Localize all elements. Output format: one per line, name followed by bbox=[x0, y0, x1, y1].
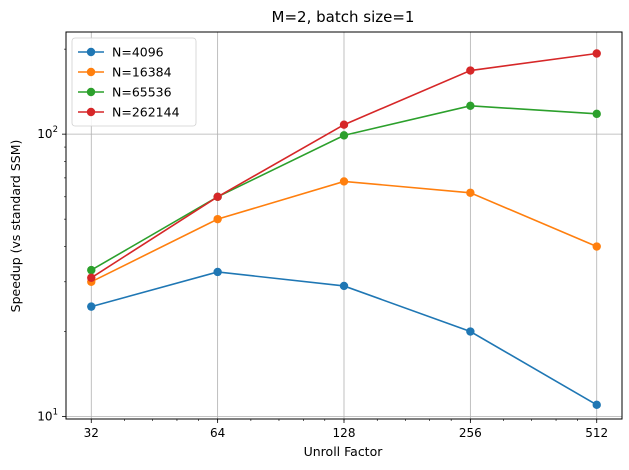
y-tick-label: 101 bbox=[37, 408, 58, 424]
data-point bbox=[213, 214, 222, 224]
x-axis-ticks: 32 64 128 256 512 bbox=[84, 419, 608, 440]
y-axis-label: Speedup (vs standard SSM) bbox=[8, 140, 23, 313]
data-point bbox=[87, 265, 96, 275]
legend-item: N=4096 bbox=[78, 45, 164, 60]
y-axis-ticks: 101 102 bbox=[37, 48, 66, 424]
data-point bbox=[213, 267, 222, 277]
legend-label: N=262144 bbox=[112, 105, 180, 120]
x-axis-label: Unroll Factor bbox=[304, 444, 384, 459]
legend-marker bbox=[86, 67, 96, 77]
legend-item: N=262144 bbox=[78, 105, 180, 120]
data-point bbox=[466, 101, 475, 111]
legend-label: N=16384 bbox=[112, 65, 172, 80]
series-0 bbox=[87, 267, 601, 410]
legend-item: N=65536 bbox=[78, 85, 172, 100]
legend-marker bbox=[86, 47, 96, 57]
x-tick-label: 64 bbox=[210, 426, 225, 440]
data-point bbox=[213, 192, 222, 201]
legend-label: N=65536 bbox=[112, 85, 172, 100]
data-point bbox=[466, 327, 475, 336]
data-point bbox=[592, 400, 601, 410]
data-point bbox=[339, 120, 349, 129]
legend: N=4096 N=16384 N=65536 N=262144 bbox=[71, 37, 197, 127]
legend-marker bbox=[86, 87, 96, 97]
data-point bbox=[87, 273, 96, 282]
legend-label: N=4096 bbox=[112, 45, 164, 60]
x-tick-label: 32 bbox=[84, 426, 99, 440]
data-point bbox=[339, 281, 349, 291]
data-point bbox=[466, 188, 475, 197]
legend-marker bbox=[86, 107, 96, 117]
y-tick-label: 102 bbox=[37, 125, 58, 141]
data-point bbox=[87, 302, 96, 311]
series-3 bbox=[87, 49, 601, 282]
data-point bbox=[592, 109, 601, 119]
chart-title: M=2, batch size=1 bbox=[272, 8, 415, 26]
x-tick-label: 512 bbox=[585, 426, 608, 440]
data-point bbox=[339, 131, 349, 140]
plot-area bbox=[87, 49, 601, 410]
x-tick-label: 256 bbox=[459, 426, 482, 440]
legend-box bbox=[71, 37, 197, 127]
x-tick-label: 128 bbox=[333, 426, 356, 440]
legend-item: N=16384 bbox=[78, 65, 172, 80]
data-point bbox=[466, 66, 475, 75]
data-point bbox=[339, 177, 349, 186]
data-point bbox=[592, 49, 601, 58]
data-point bbox=[592, 242, 601, 251]
